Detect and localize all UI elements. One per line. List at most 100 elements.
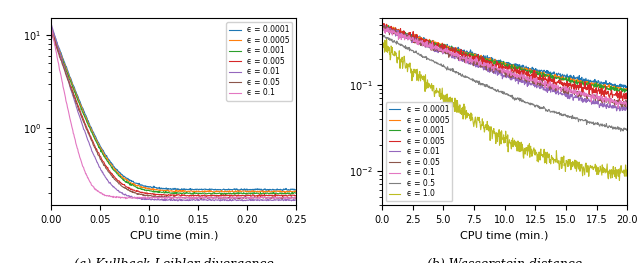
- ϵ = 0.005: [422, 38, 429, 41]
- ϵ = 0.05: [267, 198, 275, 201]
- ϵ = 0.1: [523, 78, 531, 81]
- ϵ = 0.01: [380, 24, 387, 27]
- ϵ = 0.001: [292, 192, 300, 195]
- Line: ϵ = 0.0005: ϵ = 0.0005: [51, 28, 296, 193]
- ϵ = 0.0001: [617, 87, 625, 90]
- ϵ = 0.005: [523, 75, 531, 78]
- Line: ϵ = 0.1: ϵ = 0.1: [51, 28, 296, 199]
- ϵ = 0.01: [616, 109, 623, 113]
- ϵ = 0.05: [621, 105, 629, 108]
- ϵ = 0.001: [378, 26, 386, 29]
- ϵ = 0.01: [249, 198, 257, 201]
- ϵ = 0.01: [164, 199, 172, 202]
- ϵ = 0.005: [563, 80, 571, 83]
- ϵ = 0.0001: [165, 188, 173, 191]
- ϵ = 0.005: [193, 194, 201, 198]
- ϵ = 0.05: [193, 197, 201, 200]
- ϵ = 0.0005: [623, 89, 631, 92]
- Line: ϵ = 0.0001: ϵ = 0.0001: [51, 27, 296, 191]
- ϵ = 0.005: [47, 28, 55, 32]
- ϵ = 0.1: [442, 47, 449, 50]
- X-axis label: CPU time (min.): CPU time (min.): [129, 230, 218, 240]
- Line: ϵ = 0.0005: ϵ = 0.0005: [382, 24, 627, 91]
- ϵ = 0.5: [623, 128, 631, 131]
- ϵ = 0.01: [623, 108, 631, 111]
- ϵ = 0.01: [542, 90, 550, 93]
- ϵ = 0.0001: [164, 187, 172, 190]
- ϵ = 0.001: [621, 91, 628, 94]
- ϵ = 0.1: [380, 26, 388, 29]
- ϵ = 0.0001: [249, 188, 257, 191]
- ϵ = 0.05: [378, 24, 386, 27]
- ϵ = 0.0001: [194, 188, 202, 191]
- ϵ = 0.005: [248, 194, 256, 197]
- ϵ = 0.0005: [193, 190, 201, 193]
- Line: ϵ = 0.1: ϵ = 0.1: [382, 28, 627, 108]
- ϵ = 0.0005: [619, 89, 627, 93]
- ϵ = 0.05: [523, 80, 531, 84]
- ϵ = 0.0001: [489, 58, 497, 62]
- ϵ = 0.01: [165, 198, 173, 201]
- Line: ϵ = 0.01: ϵ = 0.01: [382, 26, 627, 111]
- ϵ = 0.01: [490, 70, 497, 73]
- ϵ = 0.001: [287, 193, 295, 196]
- ϵ = 0.01: [292, 198, 300, 201]
- ϵ = 0.0005: [490, 60, 497, 64]
- ϵ = 0.0005: [523, 67, 531, 70]
- ϵ = 0.1: [422, 41, 429, 44]
- ϵ = 0.005: [442, 44, 449, 47]
- ϵ = 0.005: [165, 194, 173, 197]
- ϵ = 0.0001: [176, 189, 184, 192]
- ϵ = 0.05: [563, 88, 570, 91]
- ϵ = 0.005: [623, 92, 631, 95]
- Line: ϵ = 0.05: ϵ = 0.05: [51, 32, 296, 199]
- ϵ = 0.001: [180, 191, 188, 194]
- ϵ = 0.0005: [282, 191, 289, 194]
- ϵ = 0.1: [623, 101, 631, 104]
- Line: ϵ = 0.005: ϵ = 0.005: [382, 24, 627, 100]
- ϵ = 0.0001: [542, 71, 550, 74]
- ϵ = 0.5: [542, 109, 550, 113]
- ϵ = 0.0005: [180, 189, 188, 193]
- ϵ = 0.1: [47, 26, 55, 29]
- Legend: ϵ = 0.0001, ϵ = 0.0005, ϵ = 0.001, ϵ = 0.005, ϵ = 0.01, ϵ = 0.05, ϵ = 0.1: ϵ = 0.0001, ϵ = 0.0005, ϵ = 0.001, ϵ = 0…: [226, 22, 292, 100]
- ϵ = 0.0005: [287, 190, 295, 193]
- ϵ = 0.0005: [47, 27, 55, 30]
- ϵ = 0.05: [623, 105, 631, 108]
- ϵ = 0.0005: [248, 189, 256, 192]
- ϵ = 0.0005: [542, 74, 550, 78]
- ϵ = 0.005: [292, 194, 300, 198]
- ϵ = 0.001: [490, 61, 497, 64]
- ϵ = 0.1: [614, 107, 622, 110]
- ϵ = 0.5: [523, 101, 531, 104]
- ϵ = 0.005: [490, 64, 497, 67]
- ϵ = 0.001: [381, 24, 388, 27]
- ϵ = 0.01: [287, 199, 295, 202]
- ϵ = 0.1: [563, 90, 571, 94]
- ϵ = 0.05: [165, 196, 173, 199]
- ϵ = 0.001: [47, 28, 55, 31]
- ϵ = 0.0001: [623, 85, 631, 88]
- Line: ϵ = 1.0: ϵ = 1.0: [382, 39, 627, 180]
- ϵ = 0.05: [292, 196, 300, 199]
- ϵ = 0.001: [165, 191, 173, 194]
- ϵ = 0.01: [180, 199, 188, 202]
- Line: ϵ = 0.005: ϵ = 0.005: [51, 30, 296, 197]
- ϵ = 0.005: [619, 99, 627, 102]
- ϵ = 1.0: [441, 101, 449, 104]
- ϵ = 0.01: [194, 198, 202, 201]
- ϵ = 0.05: [422, 44, 429, 47]
- ϵ = 1.0: [523, 149, 531, 152]
- ϵ = 0.0001: [523, 67, 531, 70]
- ϵ = 0.0001: [47, 25, 55, 28]
- ϵ = 0.005: [287, 194, 295, 198]
- Title: (b) Wasserstein distance: (b) Wasserstein distance: [427, 258, 582, 263]
- ϵ = 1.0: [489, 129, 497, 132]
- ϵ = 0.05: [180, 196, 188, 199]
- ϵ = 0.001: [193, 192, 201, 195]
- ϵ = 0.5: [489, 87, 497, 90]
- ϵ = 0.01: [378, 25, 386, 28]
- ϵ = 0.001: [442, 43, 449, 46]
- ϵ = 0.01: [523, 82, 531, 85]
- ϵ = 0.01: [174, 200, 182, 203]
